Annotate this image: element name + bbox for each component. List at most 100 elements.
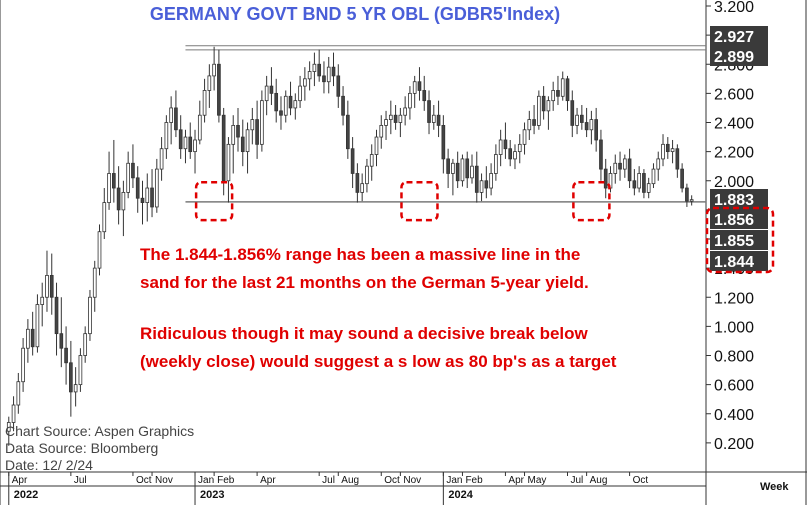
support-highlight-box [194,180,234,222]
price-badge-label: 2.927 [714,29,754,46]
x-tick-label: Nov [403,475,421,486]
candle-body [131,162,135,179]
candle-body [197,114,202,141]
candle-body [107,173,111,203]
candle-body [11,404,16,423]
candle-body [685,187,689,202]
x-tick-label: Jan [198,475,214,486]
candle-body [240,136,245,153]
candle-body [112,173,116,189]
candle-body [651,168,656,185]
x-tick-label: Jul [74,475,87,486]
x-tick-label: Jan [446,475,462,486]
candle-body [178,129,183,150]
candle-body [431,114,436,123]
x-tick-label: Apr [508,475,524,486]
candle-body [646,183,651,193]
price-badge [710,189,768,209]
candle-body [73,384,78,393]
x-tick-label: Aug [590,475,608,486]
candle-body [212,63,216,77]
candle-body [169,107,173,123]
candle-body [35,304,40,348]
candle-body [183,136,188,150]
candle-body [116,187,121,211]
candle-body [140,197,145,203]
candle-body [221,114,226,182]
candle-body [556,90,560,97]
candle-body [398,114,403,123]
candle-body [154,168,159,208]
candle-body [436,114,441,126]
candle-body [164,122,169,150]
candle-body [350,148,355,174]
source-line-1: Chart Source: Aspen Graphics [5,423,194,439]
candle-body [689,199,694,202]
candle-body [417,81,422,91]
candle-body [64,347,68,364]
candle-body [665,143,670,153]
candle-body [403,107,407,116]
candle-body [45,275,49,298]
candle-body [274,92,279,112]
candle-body [54,296,59,335]
x-tick-label: May [528,475,547,486]
x-year-label: 2022 [14,489,38,501]
candle-body [369,154,374,167]
candle-body [288,95,293,109]
support-badge-highlight [705,206,775,274]
x-axis: Apr Jul Oct Nov Jan Feb Apr Jul Aug Oct Nov Jan Feb A… [8,472,648,505]
candle-body [527,119,532,131]
candle-body [460,158,465,182]
candle-body [78,355,83,386]
candles [6,46,694,446]
period-label: Week [760,481,789,493]
candle-body [97,231,102,269]
x-tick-label: Nov [155,475,173,486]
candle-body [303,78,307,87]
x-year-label: 2023 [200,489,224,501]
candle-body [513,151,517,160]
candle-body [360,183,364,193]
candle-body [613,162,618,174]
x-tick-label: Oct [384,475,400,486]
candle-body [656,158,661,170]
candle-body [427,100,431,123]
x-tick-label: Jul [571,475,584,486]
candle-body [675,148,680,170]
price-badge [710,209,768,229]
candle-body [451,162,455,174]
candle-body [560,78,565,97]
annotation-line-2: sand for the last 21 months on the Germa… [140,273,589,292]
candle-body [59,333,64,349]
candle-body [150,187,154,208]
price-badge-label: 1.856 [714,212,754,229]
candle-body [479,180,484,193]
candle-body [293,100,298,109]
candle-body [250,119,255,131]
candle-body [484,180,489,189]
candle-body [522,129,527,145]
annotation-line-1: The 1.844-1.856% range has been a massiv… [140,245,580,264]
candle-body [21,347,25,383]
candle-body [159,148,164,170]
price-badge-label: 1.883 [714,192,754,209]
y-tick-label: 0.800 [714,349,754,366]
candle-body [279,110,283,116]
candle-body [508,148,513,160]
candle-body [661,143,665,160]
candle-body [618,162,622,170]
candle-body [465,158,470,179]
candle-body [599,139,603,170]
x-tick-label: Feb [465,475,483,486]
candle-body [245,129,250,153]
candle-body [455,162,460,182]
candle-body [92,267,97,298]
candle-body [642,173,646,193]
candle-body [217,63,221,116]
candle-body [307,71,312,80]
candle-body [336,75,341,97]
candle-body [6,422,11,432]
candle-body [408,92,412,109]
